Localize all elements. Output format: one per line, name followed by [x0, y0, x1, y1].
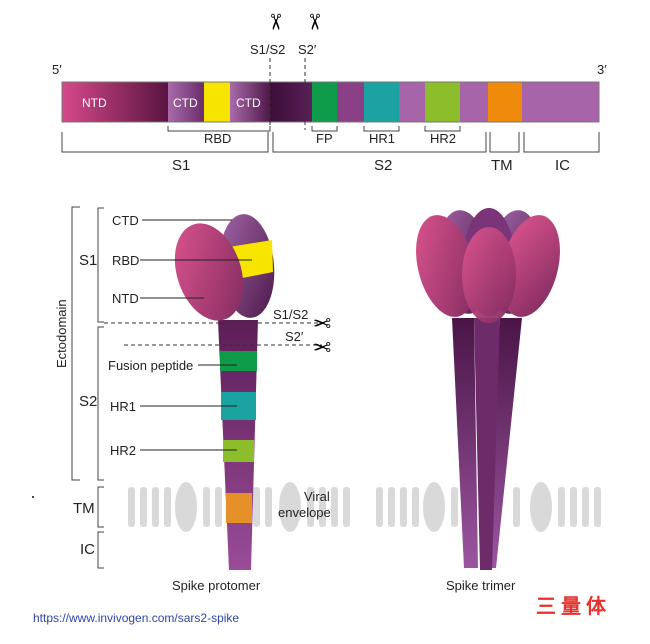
three-prime-label: 3′: [597, 62, 607, 77]
protomer-s1s2-label: S1/S2: [273, 307, 308, 322]
s2-left-label: S2: [79, 393, 97, 410]
s1-left-bracket: [97, 207, 104, 323]
hr2-bracket-label: HR2: [430, 131, 456, 146]
ctd1-segment-label: CTD: [173, 96, 198, 110]
fp-segment: [312, 82, 337, 122]
viral-envelope-label-line: Viral: [304, 489, 330, 504]
rbd-bracket: [167, 126, 271, 132]
s1s2-cleavage-label: S1/S2: [250, 42, 285, 57]
linear-domain-map: 5′ 3′ NTD CTD CTD ✂ ✂ S1/S2 S2′ RBD: [52, 13, 607, 174]
hr1-bracket: [363, 126, 400, 132]
tm-left-label: TM: [73, 500, 95, 517]
ectodomain-label: Ectodomain: [54, 299, 69, 368]
spike-trimer-figure: Spike trimer: [416, 208, 560, 593]
s2-linker3: [460, 82, 488, 122]
ctd1-segment: [168, 82, 204, 122]
viral-envelope-label-line: envelope: [278, 505, 331, 520]
scissors-icon: ✂: [313, 334, 331, 359]
trimer-caption: Spike trimer: [446, 578, 516, 593]
viral-envelope-label: Viral envelope: [278, 489, 333, 520]
tm-left-bracket: [97, 486, 104, 528]
ic-bracket: [523, 132, 600, 153]
protomer-caption: Spike protomer: [172, 578, 261, 593]
s1-left-label: S1: [79, 252, 97, 269]
s2-dark-segment: [270, 82, 312, 122]
fp-bracket-label: FP: [316, 131, 333, 146]
spike-protomer-figure: ✂ ✂ CTD RBD NTD S1/S2 S2′ Fusion peptide…: [104, 213, 333, 593]
protomer-ntd-lobe: [174, 223, 244, 321]
ntd-segment: [62, 82, 168, 122]
hr1-segment: [364, 82, 399, 122]
svg-text:✂: ✂: [263, 13, 288, 31]
protomer-fp-label: Fusion peptide: [108, 358, 193, 373]
scissors-icon: ✂: [263, 13, 288, 31]
protomer-ntd-label: NTD: [112, 291, 139, 306]
protomer-s2p-label: S2′: [285, 329, 304, 344]
s2-left-bracket: [97, 326, 104, 481]
ic-left-bracket: [97, 531, 104, 569]
source-url-link[interactable]: https://www.invivogen.com/sars2-spike: [33, 611, 240, 625]
scissors-icon: ✂: [302, 13, 327, 31]
s2-linker1: [337, 82, 364, 122]
svg-text:✂: ✂: [313, 310, 331, 335]
s2-bracket-label: S2: [374, 157, 392, 174]
trimer-stalk-center: [474, 318, 500, 570]
trimer-lobe-front-left: [416, 215, 476, 317]
scissors-icon: ✂: [313, 310, 331, 335]
protomer-hr2-label: HR2: [110, 443, 136, 458]
ic-left-label: IC: [80, 541, 95, 558]
trimer-overlay-text: 三量体: [536, 594, 611, 618]
rbd-yellow-segment: [204, 82, 230, 122]
tm-bracket-label: TM: [491, 157, 513, 174]
protomer-hr2-band: [223, 440, 254, 462]
ctd2-segment-label: CTD: [236, 96, 261, 110]
trimer-lobe-front-right: [500, 215, 560, 317]
bar-outline: [61, 81, 600, 123]
s1-bracket: [61, 132, 269, 153]
ectodomain-bracket: [71, 206, 80, 481]
fp-bracket: [311, 126, 338, 132]
s1-bracket-label: S1: [172, 157, 190, 174]
protomer-hr1-label: HR1: [110, 399, 136, 414]
protomer-rbd-label: RBD: [112, 253, 139, 268]
trimer-stalk-left: [452, 318, 478, 568]
svg-text:✂: ✂: [302, 13, 327, 31]
protomer-ctd-label: CTD: [112, 213, 139, 228]
protomer-left-brackets: Ectodomain S1 S2 TM IC: [32, 206, 104, 569]
tm-segment: [488, 82, 522, 122]
protomer-fp-band: [220, 351, 257, 371]
five-prime-label: 5′: [52, 62, 62, 77]
protomer-tm-band: [226, 493, 252, 523]
s2-linker2: [399, 82, 425, 122]
ic-segment: [522, 82, 599, 122]
ctd2-segment: [230, 82, 270, 122]
s2-bracket: [272, 132, 487, 153]
hr2-bracket: [424, 126, 461, 132]
stray-dot: [32, 496, 34, 498]
s2p-cleavage-label: S2′: [298, 42, 317, 57]
ic-bracket-label: IC: [555, 157, 570, 174]
tm-bracket: [489, 132, 520, 153]
rbd-bracket-label: RBD: [204, 131, 231, 146]
ntd-segment-label: NTD: [82, 96, 107, 110]
svg-text:✂: ✂: [313, 334, 331, 359]
viral-membrane-right: [376, 482, 601, 532]
hr1-bracket-label: HR1: [369, 131, 395, 146]
viral-membrane-left: [128, 482, 350, 532]
trimer-lobe-front-center: [462, 227, 516, 323]
hr2-segment: [425, 82, 460, 122]
